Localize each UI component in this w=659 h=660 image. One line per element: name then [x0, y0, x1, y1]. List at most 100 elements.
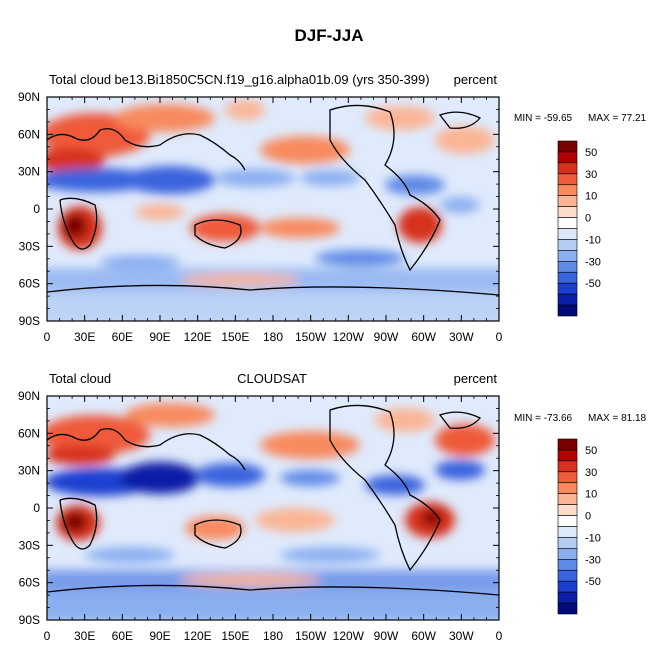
panel-1-axes: 0 30E 60E 90E 120E 150E 180 150W 120W 90W 60W 30W 09… — [18, 90, 503, 344]
colorbar-swatch — [557, 162, 578, 175]
colorbar-label: 0 — [585, 511, 591, 523]
colorbar-swatch — [557, 250, 578, 262]
colorbar-label: -30 — [585, 554, 601, 566]
panel-1-title-right: percent — [454, 72, 498, 87]
colorbar-swatch — [557, 271, 578, 284]
panel-1-title-center: be13.Bi1850C5CN.f19_g16.alpha01b.09 (yrs… — [114, 72, 429, 87]
colorbar-swatch — [557, 526, 578, 538]
x-tick-label: 30E — [74, 330, 95, 344]
colorbar-swatch — [557, 151, 578, 164]
x-tick-label: 30W — [449, 629, 474, 643]
y-tick-label: 30S — [19, 538, 40, 552]
panel-2-title-left: Total cloud — [49, 371, 111, 386]
panel-2-title-right: percent — [454, 371, 498, 386]
x-tick-label: 60E — [112, 629, 133, 643]
colorbar-swatch — [557, 559, 578, 571]
x-tick-label: 60W — [411, 330, 436, 344]
x-tick-label: 0 — [44, 330, 51, 344]
x-tick-label: 180 — [263, 330, 283, 344]
y-tick-label: 60S — [19, 576, 40, 590]
colorbar-label: -50 — [585, 278, 601, 290]
colorbar-swatch — [557, 173, 578, 186]
x-tick-label: 120W — [333, 629, 365, 643]
colorbar-swatch — [557, 293, 578, 306]
x-tick-label: 30W — [449, 330, 474, 344]
panel-1-title-left: Total cloud — [49, 72, 111, 87]
panel-2: Total cloud CLOUDSAT percent — [18, 371, 647, 643]
x-tick-label: 0 — [496, 330, 503, 344]
x-tick-label: 150E — [221, 629, 249, 643]
panel-1-max-label: MAX = 77.21 — [588, 113, 647, 124]
colorbar-swatch — [557, 537, 578, 549]
panel-2-min-label: MIN = -73.66 — [514, 413, 573, 424]
x-tick-label: 90W — [374, 330, 399, 344]
panel-1-colorbar: 50 30 10 0 -10 -30 -50 — [557, 140, 601, 317]
y-tick-label: 90S — [19, 314, 40, 328]
panel-2-field — [47, 396, 499, 620]
colorbar-swatch — [557, 482, 578, 494]
colorbar-swatch — [557, 261, 578, 273]
y-tick-label: 30N — [18, 165, 40, 179]
x-tick-label: 90E — [149, 629, 170, 643]
y-tick-label: 60N — [18, 426, 40, 440]
colorbar-swatch — [557, 580, 578, 593]
colorbar-label: 0 — [585, 213, 591, 225]
panel-1-field — [47, 97, 499, 321]
colorbar-swatch — [557, 493, 578, 505]
colorbar-swatch — [557, 217, 578, 229]
x-tick-label: 30E — [74, 629, 95, 643]
colorbar-swatch — [557, 282, 578, 295]
panel-2-title-center: CLOUDSAT — [237, 371, 307, 386]
colorbar-swatch — [557, 140, 578, 153]
colorbar-label: 50 — [585, 445, 597, 457]
colorbar-label: -30 — [585, 256, 601, 268]
colorbar-swatch — [557, 602, 578, 615]
colorbar-label: -10 — [585, 532, 601, 544]
y-tick-label: 30N — [18, 464, 40, 478]
panel-1: Total cloud be13.Bi1850C5CN.f19_g16.alph… — [18, 72, 647, 344]
y-tick-label: 90N — [18, 389, 40, 403]
x-tick-label: 150E — [221, 330, 249, 344]
y-tick-label: 90N — [18, 90, 40, 104]
x-tick-label: 0 — [496, 629, 503, 643]
colorbar-swatch — [557, 515, 578, 527]
y-tick-label: 60N — [18, 127, 40, 141]
colorbar-label: 10 — [585, 489, 597, 501]
colorbar-label: 10 — [585, 191, 597, 203]
x-tick-label: 120W — [333, 330, 365, 344]
x-tick-label: 90W — [374, 629, 399, 643]
colorbar-swatch — [557, 438, 578, 451]
x-tick-label: 180 — [263, 629, 283, 643]
y-tick-label: 90S — [19, 613, 40, 627]
colorbar-label: 30 — [585, 169, 597, 181]
colorbar-swatch — [557, 239, 578, 251]
x-tick-label: 120E — [184, 629, 212, 643]
x-tick-label: 0 — [44, 629, 51, 643]
panel-2-colorbar: 50 30 10 0 -10 -30 -50 — [557, 438, 601, 615]
colorbar-swatch — [557, 569, 578, 582]
colorbar-swatch — [557, 548, 578, 560]
colorbar-swatch — [557, 460, 578, 473]
colorbar-swatch — [557, 504, 578, 516]
panel-1-min-label: MIN = -59.65 — [514, 113, 573, 124]
y-tick-label: 60S — [19, 277, 40, 291]
figure-title: DJF-JJA — [295, 26, 364, 45]
x-tick-label: 120E — [184, 330, 212, 344]
y-tick-label: 0 — [33, 202, 40, 216]
colorbar-swatch — [557, 304, 578, 317]
colorbar-swatch — [557, 591, 578, 604]
colorbar-swatch — [557, 449, 578, 462]
colorbar-swatch — [557, 195, 578, 207]
panel-2-max-label: MAX = 81.18 — [588, 413, 647, 424]
colorbar-swatch — [557, 206, 578, 218]
x-tick-label: 60W — [411, 629, 436, 643]
colorbar-swatch — [557, 228, 578, 240]
x-tick-label: 90E — [149, 330, 170, 344]
colorbar-swatch — [557, 184, 578, 196]
colorbar-label: 30 — [585, 467, 597, 479]
colorbar-label: -50 — [585, 576, 601, 588]
panel-2-axes: 0 30E 60E 90E 120E 150E 180 150W 120W 90W 60W 30W 09… — [18, 389, 503, 643]
y-tick-label: 0 — [33, 501, 40, 515]
y-tick-label: 30S — [19, 239, 40, 253]
